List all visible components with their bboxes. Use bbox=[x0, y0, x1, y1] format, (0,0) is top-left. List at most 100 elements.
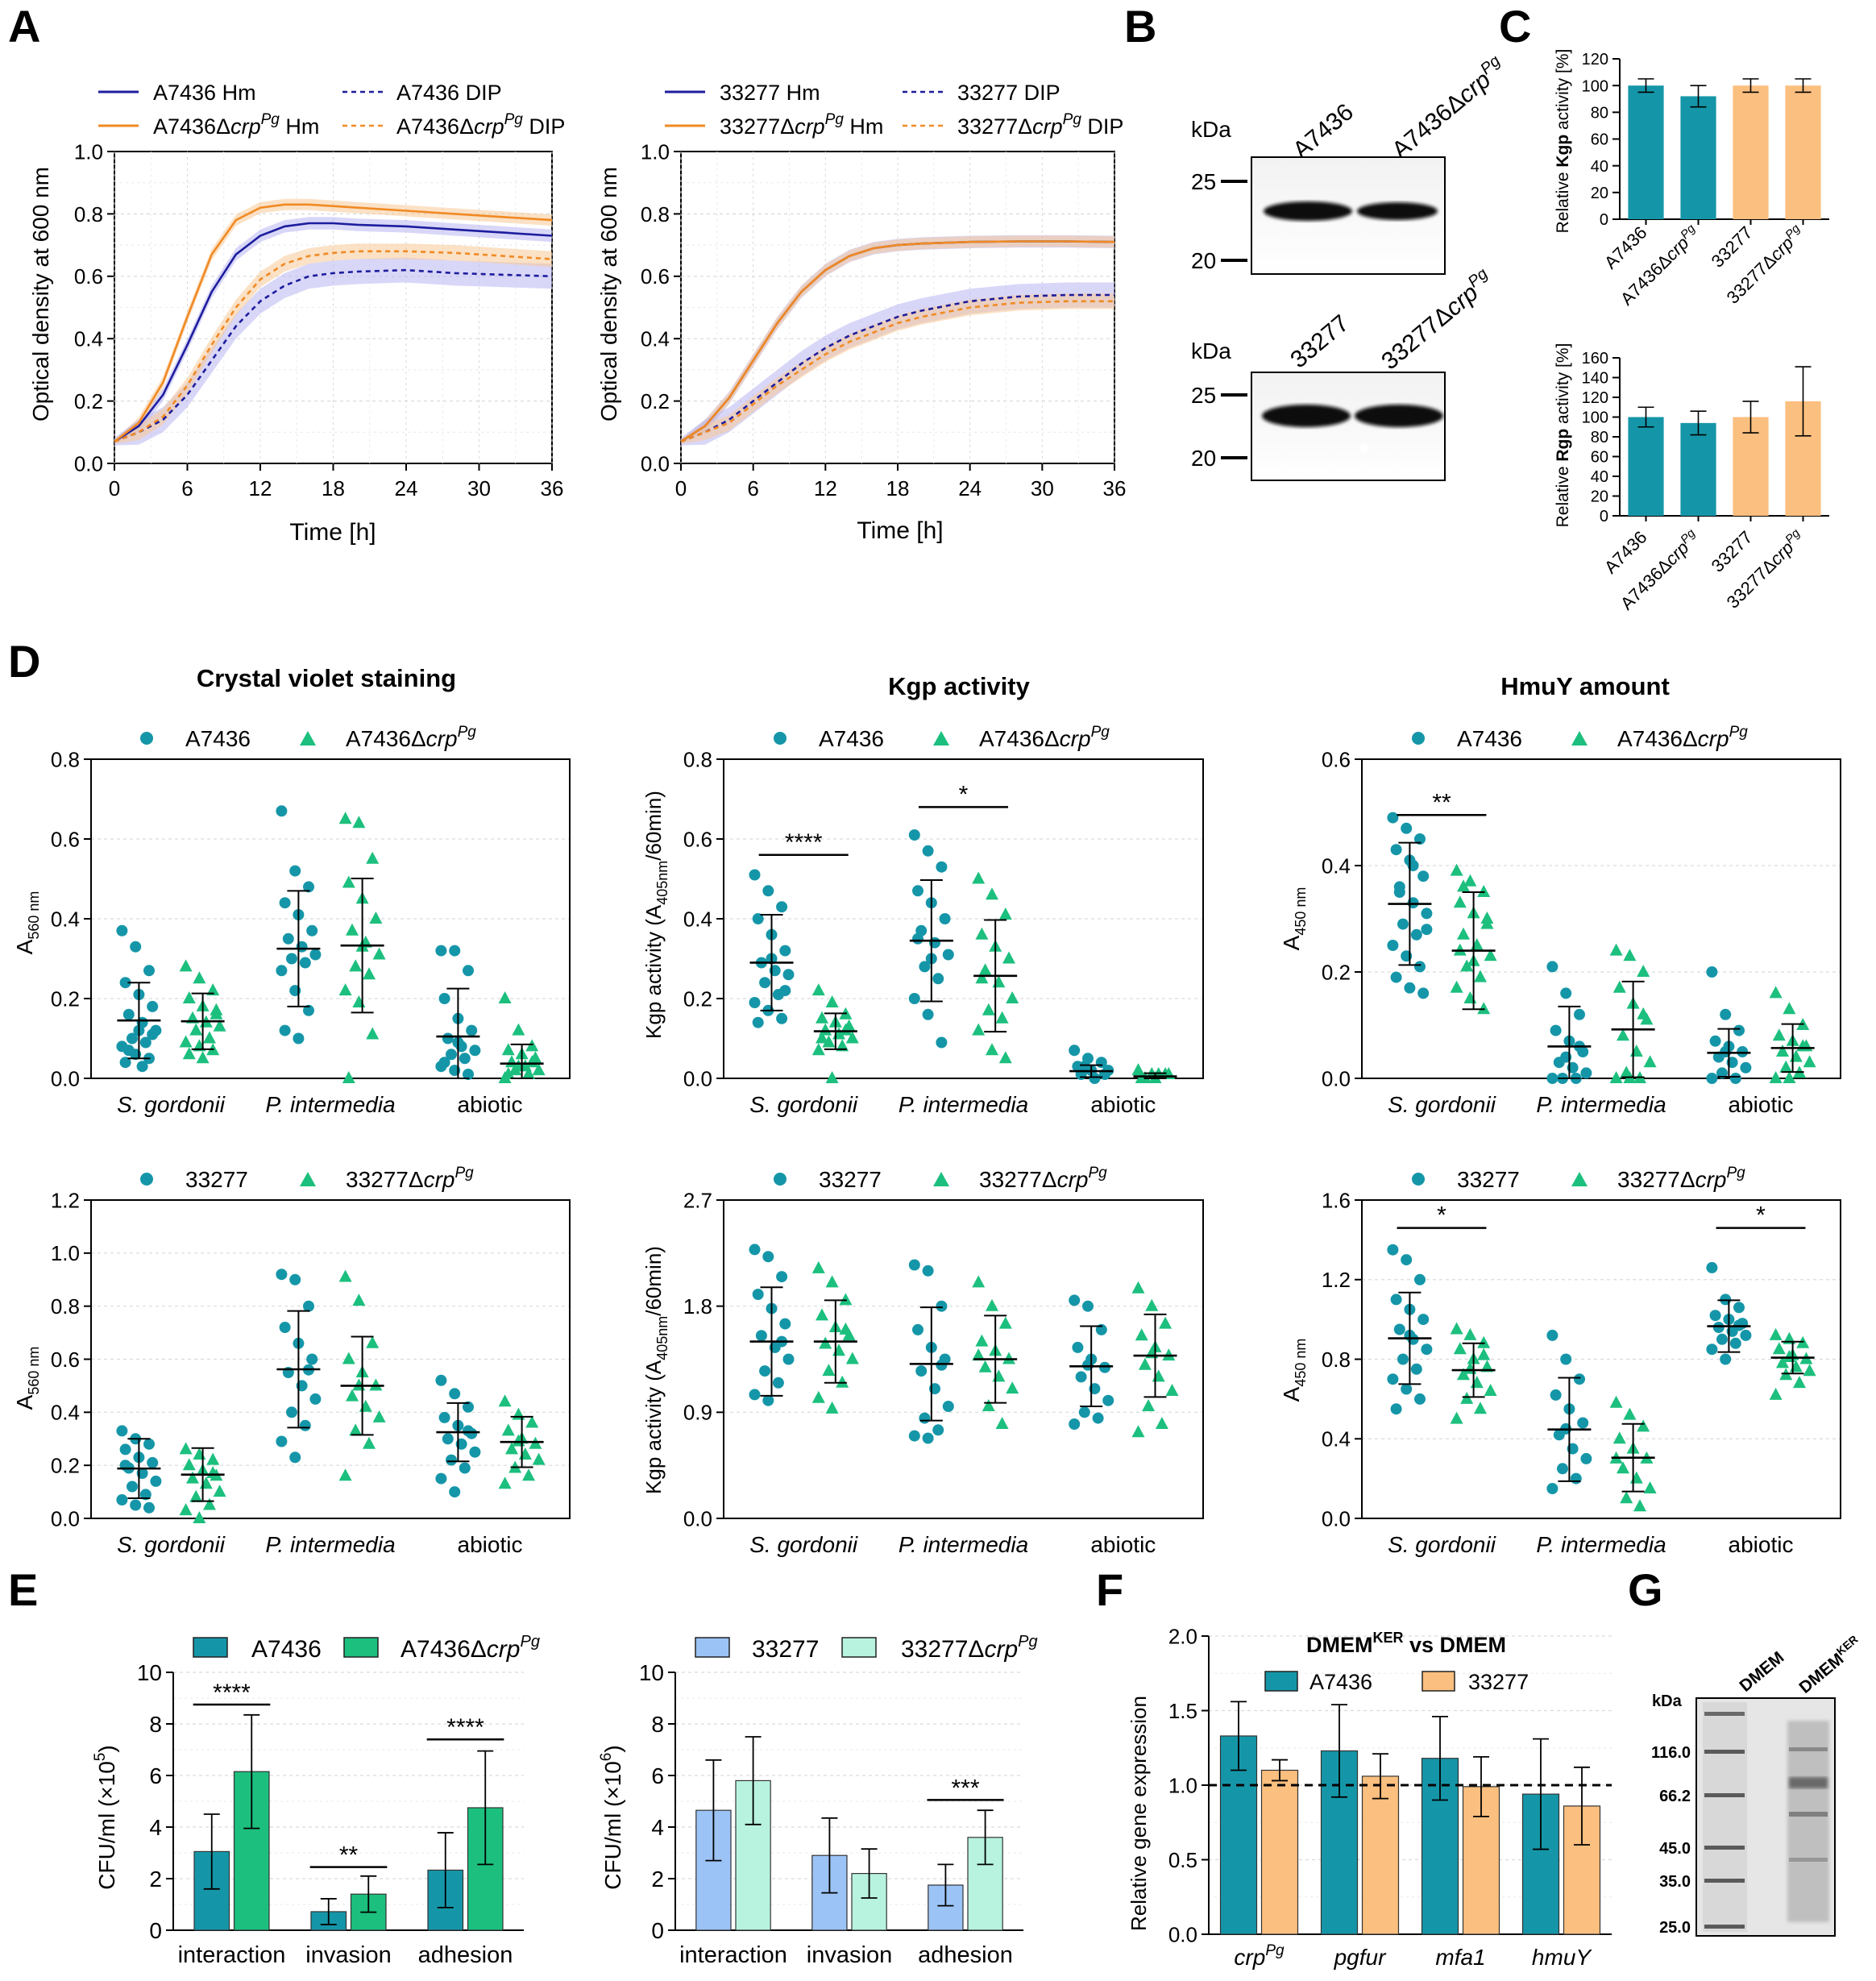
y-tick-label: 100 bbox=[1582, 409, 1608, 427]
data-point-mut bbox=[366, 1027, 380, 1040]
legend-label-mut: 33277ΔcrpPg bbox=[346, 1165, 474, 1192]
data-point-wt bbox=[1414, 1393, 1426, 1405]
data-point-mut bbox=[811, 1260, 825, 1273]
data-point-mut bbox=[822, 1035, 836, 1048]
data-point-mut bbox=[189, 1023, 203, 1036]
data-point-mut bbox=[342, 875, 355, 888]
panelC-rgp-ylabel: Relative Rgp activity [%] bbox=[1554, 343, 1572, 528]
panelE-right-chart: 0 2 4 6 8 10 interaction invasion adhesion *** bbox=[639, 1660, 1023, 1968]
gel-marker-label-116: 116.0 bbox=[1651, 1744, 1691, 1762]
y-tick-label: 0 bbox=[1600, 211, 1608, 229]
data-point-wt bbox=[922, 1432, 934, 1444]
gel-sample-band bbox=[1789, 1858, 1828, 1862]
data-point-mut bbox=[836, 1375, 849, 1388]
data-point-mut bbox=[1457, 927, 1470, 940]
panelE-right-ylabel: CFU/ml (×106) bbox=[598, 1745, 625, 1889]
data-point-wt bbox=[1417, 1314, 1430, 1326]
data-point-wt bbox=[442, 1433, 454, 1445]
data-point-wt bbox=[1557, 1463, 1568, 1475]
data-point-mut bbox=[1450, 1411, 1463, 1424]
series-line bbox=[114, 222, 553, 442]
data-point-mut bbox=[992, 975, 1006, 988]
legend-label-mut: 33277ΔcrpPg bbox=[1617, 1165, 1745, 1192]
data-point-mut bbox=[982, 1399, 995, 1411]
data-point-wt bbox=[1078, 1406, 1090, 1418]
y-tick-label: 20 bbox=[1591, 488, 1608, 506]
legend-label-mut: A7436ΔcrpPg bbox=[346, 724, 476, 751]
xtick-33277: 33277 bbox=[1708, 527, 1757, 576]
category-label: S. gordonii bbox=[117, 1532, 226, 1557]
category-label: S. gordonii bbox=[1388, 1092, 1496, 1117]
category-label: abiotic bbox=[1090, 1092, 1156, 1117]
data-point-mut bbox=[1450, 863, 1463, 876]
bar bbox=[1785, 85, 1821, 220]
legend-marker-mut bbox=[933, 1172, 949, 1186]
data-point-wt bbox=[119, 1057, 131, 1069]
legend-label-a7436: A7436 bbox=[251, 1636, 322, 1663]
legend-label-wt: 33277 bbox=[819, 1167, 882, 1192]
legend-label-mut: 33277ΔcrpPg bbox=[979, 1165, 1107, 1192]
legend-marker-wt bbox=[1412, 732, 1425, 745]
data-point-mut bbox=[501, 1043, 515, 1056]
marker-band-116 bbox=[1704, 1750, 1745, 1754]
data-point-wt bbox=[1417, 987, 1430, 999]
data-point-wt bbox=[1709, 1310, 1721, 1322]
panelD-hmuy-33277-chart: 0.0 0.4 0.8 1.2 1.6 S. gordonii P. intermedia a… bbox=[1322, 1188, 1841, 1557]
bar bbox=[1628, 85, 1664, 220]
data-point-mut bbox=[1463, 991, 1477, 1003]
category-label: adhesion bbox=[418, 1942, 513, 1968]
legend-marker-mut bbox=[1571, 1172, 1588, 1186]
data-point-mut bbox=[359, 1399, 372, 1412]
y-tick-label: 0.6 bbox=[74, 264, 103, 289]
data-point-wt bbox=[435, 1374, 447, 1386]
data-point-wt bbox=[936, 1036, 948, 1049]
data-point-wt bbox=[936, 1359, 948, 1371]
data-point-wt bbox=[276, 1435, 288, 1447]
data-point-mut bbox=[845, 1031, 859, 1044]
data-point-wt bbox=[116, 1425, 128, 1437]
data-point-wt bbox=[303, 881, 314, 893]
panelF-chart: 0.0 0.5 1.0 1.5 2.0 crpPg pgfur mfa1 hmuY bbox=[1168, 1624, 1612, 1970]
y-tick-label: 80 bbox=[1591, 105, 1608, 123]
xtick-33277: 33277 bbox=[1708, 222, 1757, 272]
legend-label-mut: A7436ΔcrpPg bbox=[979, 724, 1110, 751]
data-point-wt bbox=[752, 913, 764, 924]
data-point-wt bbox=[749, 1389, 761, 1401]
x-tick-label: 6 bbox=[181, 476, 193, 500]
panel-letter-C: C bbox=[1499, 1, 1531, 52]
data-point-wt bbox=[466, 1024, 478, 1036]
data-point-wt bbox=[939, 913, 951, 924]
category-label: abiotic bbox=[1729, 1092, 1794, 1117]
data-point-wt bbox=[1102, 1394, 1114, 1406]
data-point-mut bbox=[972, 1275, 986, 1288]
data-point-mut bbox=[1633, 1499, 1646, 1512]
gel-marker-lane bbox=[1703, 1702, 1747, 1932]
y-tick-label: 4 bbox=[651, 1815, 664, 1840]
data-point-mut bbox=[832, 1344, 845, 1356]
data-point-wt bbox=[435, 945, 447, 957]
data-point-mut bbox=[998, 907, 1012, 920]
x-tick-label: 0 bbox=[675, 476, 687, 500]
significance-stars: ** bbox=[1432, 789, 1451, 816]
panelD-kgp-33277-chart: 0.0 0.9 1.8 2.7 S. gordonii P. intermedia abio… bbox=[683, 1188, 1204, 1557]
blot-lane-label-2: 33277ΔcrpPg bbox=[1375, 265, 1498, 376]
data-point-mut bbox=[498, 1476, 512, 1489]
bar bbox=[1628, 417, 1664, 516]
data-point-wt bbox=[762, 1251, 774, 1263]
data-point-mut bbox=[1477, 1348, 1491, 1360]
data-point-mut bbox=[203, 1031, 216, 1044]
marker-band-25 bbox=[1704, 1925, 1745, 1929]
data-point-mut bbox=[498, 991, 512, 1003]
panel-letter-F: F bbox=[1096, 1564, 1123, 1615]
data-point-wt bbox=[776, 1271, 788, 1283]
y-tick-label: 0 bbox=[651, 1918, 664, 1943]
data-point-mut bbox=[532, 1452, 546, 1465]
legend-label-a7436: A7436 bbox=[1309, 1670, 1372, 1694]
panelD-kgp-A7436-chart: 0.0 0.2 0.4 0.6 0.8 S. gordonii P. intermedia a… bbox=[683, 747, 1204, 1117]
data-point-mut bbox=[1477, 1335, 1491, 1348]
legend-label-wt: A7436 bbox=[1457, 726, 1522, 751]
y-tick-label: 2 bbox=[651, 1867, 664, 1892]
data-point-wt bbox=[1410, 928, 1422, 941]
data-point-wt bbox=[449, 1388, 461, 1400]
data-point-wt bbox=[143, 1501, 155, 1514]
